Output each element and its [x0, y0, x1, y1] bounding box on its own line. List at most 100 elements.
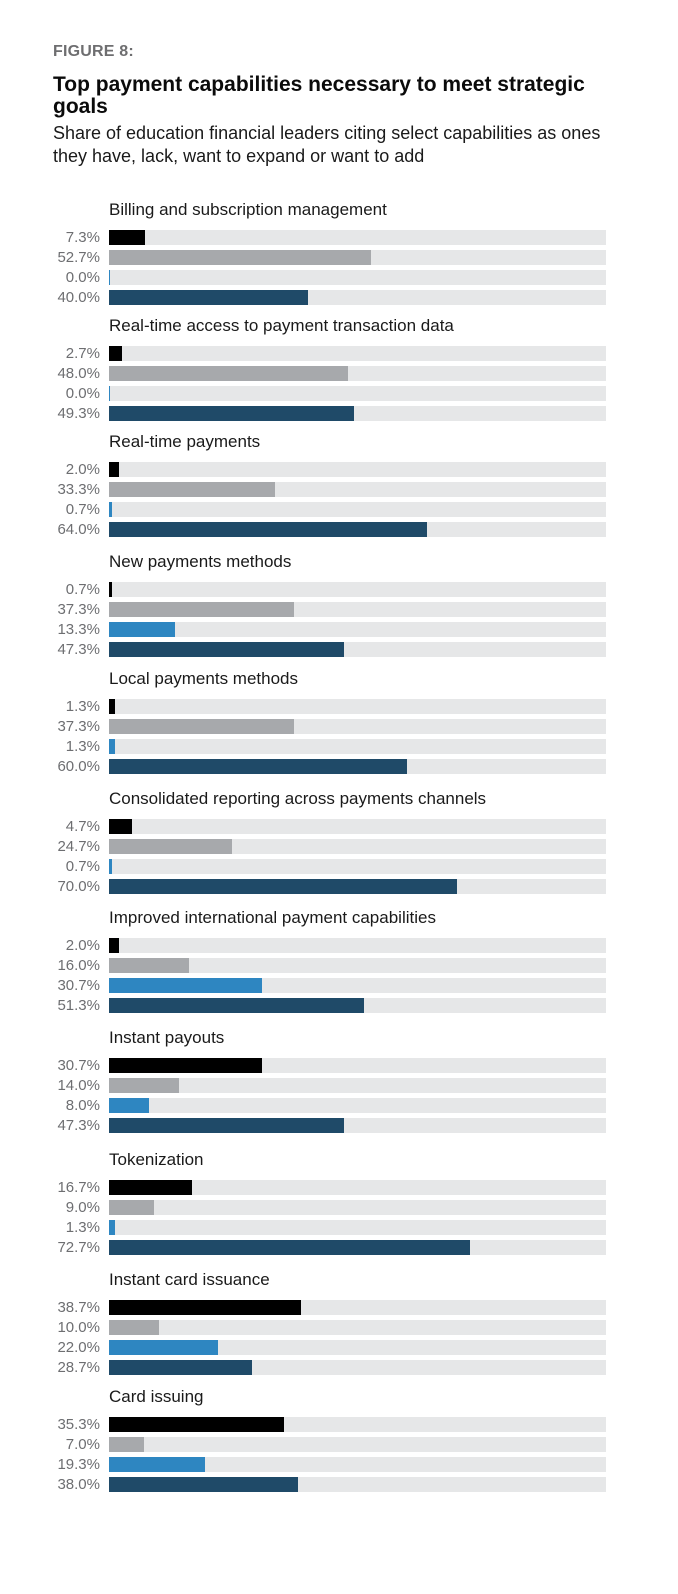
bar: [109, 622, 176, 637]
bar-row: 47.3%: [0, 641, 678, 658]
bar-track: [109, 859, 606, 874]
bar-track: [109, 462, 606, 477]
bar: [109, 1078, 179, 1093]
bar-track: [109, 1240, 606, 1255]
value-label: 33.3%: [57, 481, 100, 498]
value-label: 38.0%: [57, 1476, 100, 1493]
value-label: 1.3%: [65, 698, 100, 715]
category-label: New payments methods: [109, 552, 292, 571]
bar-track: [109, 1058, 606, 1073]
bar-track: [109, 938, 606, 953]
value-label: 37.3%: [57, 718, 100, 735]
bar-row: 60.0%: [0, 758, 678, 775]
bar-track: [109, 1477, 606, 1492]
bar-row: 10.0%: [0, 1319, 678, 1336]
bar-track: [109, 1360, 606, 1375]
bar-track: [109, 1078, 606, 1093]
value-label: 0.7%: [65, 858, 100, 875]
bar-track: [109, 1437, 606, 1452]
bar-row: 47.3%: [0, 1117, 678, 1134]
bar-row: 24.7%: [0, 838, 678, 855]
bar-row: 49.3%: [0, 405, 678, 422]
value-label: 72.7%: [57, 1239, 100, 1256]
bar: [109, 1320, 159, 1335]
bar-row: 22.0%: [0, 1339, 678, 1356]
bar-track: [109, 366, 606, 381]
figure-label: FIGURE 8:: [53, 43, 134, 60]
bar: [109, 1220, 116, 1235]
bar-track: [109, 759, 606, 774]
bar-track: [109, 642, 606, 657]
bar-track: [109, 622, 606, 637]
bar: [109, 839, 232, 854]
bar-row: 16.0%: [0, 957, 678, 974]
bar-track: [109, 998, 606, 1013]
bar: [109, 270, 110, 285]
bar: [109, 1118, 345, 1133]
category-label: Instant payouts: [109, 1028, 225, 1047]
bar-row: 1.3%: [0, 1219, 678, 1236]
bar-row: 16.7%: [0, 1179, 678, 1196]
bar-row: 13.3%: [0, 621, 678, 638]
bar-track: [109, 1200, 606, 1215]
bar-row: 0.0%: [0, 385, 678, 402]
bar: [109, 290, 308, 305]
bar: [109, 1300, 302, 1315]
bar-row: 38.7%: [0, 1299, 678, 1316]
value-label: 9.0%: [65, 1199, 100, 1216]
value-label: 4.7%: [65, 818, 100, 835]
value-label: 49.3%: [57, 405, 100, 422]
value-label: 14.0%: [57, 1077, 100, 1094]
bar-row: 1.3%: [0, 738, 678, 755]
bar-track: [109, 522, 606, 537]
value-label: 30.7%: [57, 977, 100, 994]
bar-track: [109, 1300, 606, 1315]
bar-row: 1.3%: [0, 698, 678, 715]
bar: [109, 879, 457, 894]
bar: [109, 1200, 154, 1215]
bar-track: [109, 1320, 606, 1335]
bar-track: [109, 819, 606, 834]
bar: [109, 958, 189, 973]
bar-row: 19.3%: [0, 1456, 678, 1473]
bar: [109, 462, 119, 477]
bar: [109, 978, 262, 993]
bar-track: [109, 879, 606, 894]
bar-row: 2.0%: [0, 937, 678, 954]
bar: [109, 602, 295, 617]
value-label: 40.0%: [57, 289, 100, 306]
bar-track: [109, 1457, 606, 1472]
bar: [109, 739, 116, 754]
bar-row: 30.7%: [0, 1057, 678, 1074]
bar-track: [109, 1417, 606, 1432]
value-label: 47.3%: [57, 1117, 100, 1134]
bar: [109, 938, 119, 953]
bar-row: 2.7%: [0, 345, 678, 362]
bar-row: 64.0%: [0, 521, 678, 538]
value-label: 48.0%: [57, 365, 100, 382]
bar: [109, 366, 348, 381]
value-label: 1.3%: [65, 738, 100, 755]
value-label: 0.0%: [65, 385, 100, 402]
value-label: 0.0%: [65, 269, 100, 286]
bar-row: 51.3%: [0, 997, 678, 1014]
value-label: 7.3%: [65, 229, 100, 246]
bar-track: [109, 406, 606, 421]
bar: [109, 582, 113, 597]
bar: [109, 859, 113, 874]
bar-track: [109, 1220, 606, 1235]
chart-subtitle: Share of education financial leaders cit…: [53, 123, 601, 166]
value-label: 51.3%: [57, 997, 100, 1014]
bar-chart: Billing and subscription management 7.3% 5…: [0, 200, 678, 1520]
bar-track: [109, 582, 606, 597]
bar: [109, 1417, 285, 1432]
bar-track: [109, 346, 606, 361]
category-label: Real-time access to payment transaction …: [109, 316, 454, 335]
bar-track: [109, 290, 606, 305]
value-label: 10.0%: [57, 1319, 100, 1336]
value-label: 30.7%: [57, 1057, 100, 1074]
bar: [109, 502, 113, 517]
bar: [109, 1098, 149, 1113]
value-label: 13.3%: [57, 621, 100, 638]
bar-track: [109, 1118, 606, 1133]
